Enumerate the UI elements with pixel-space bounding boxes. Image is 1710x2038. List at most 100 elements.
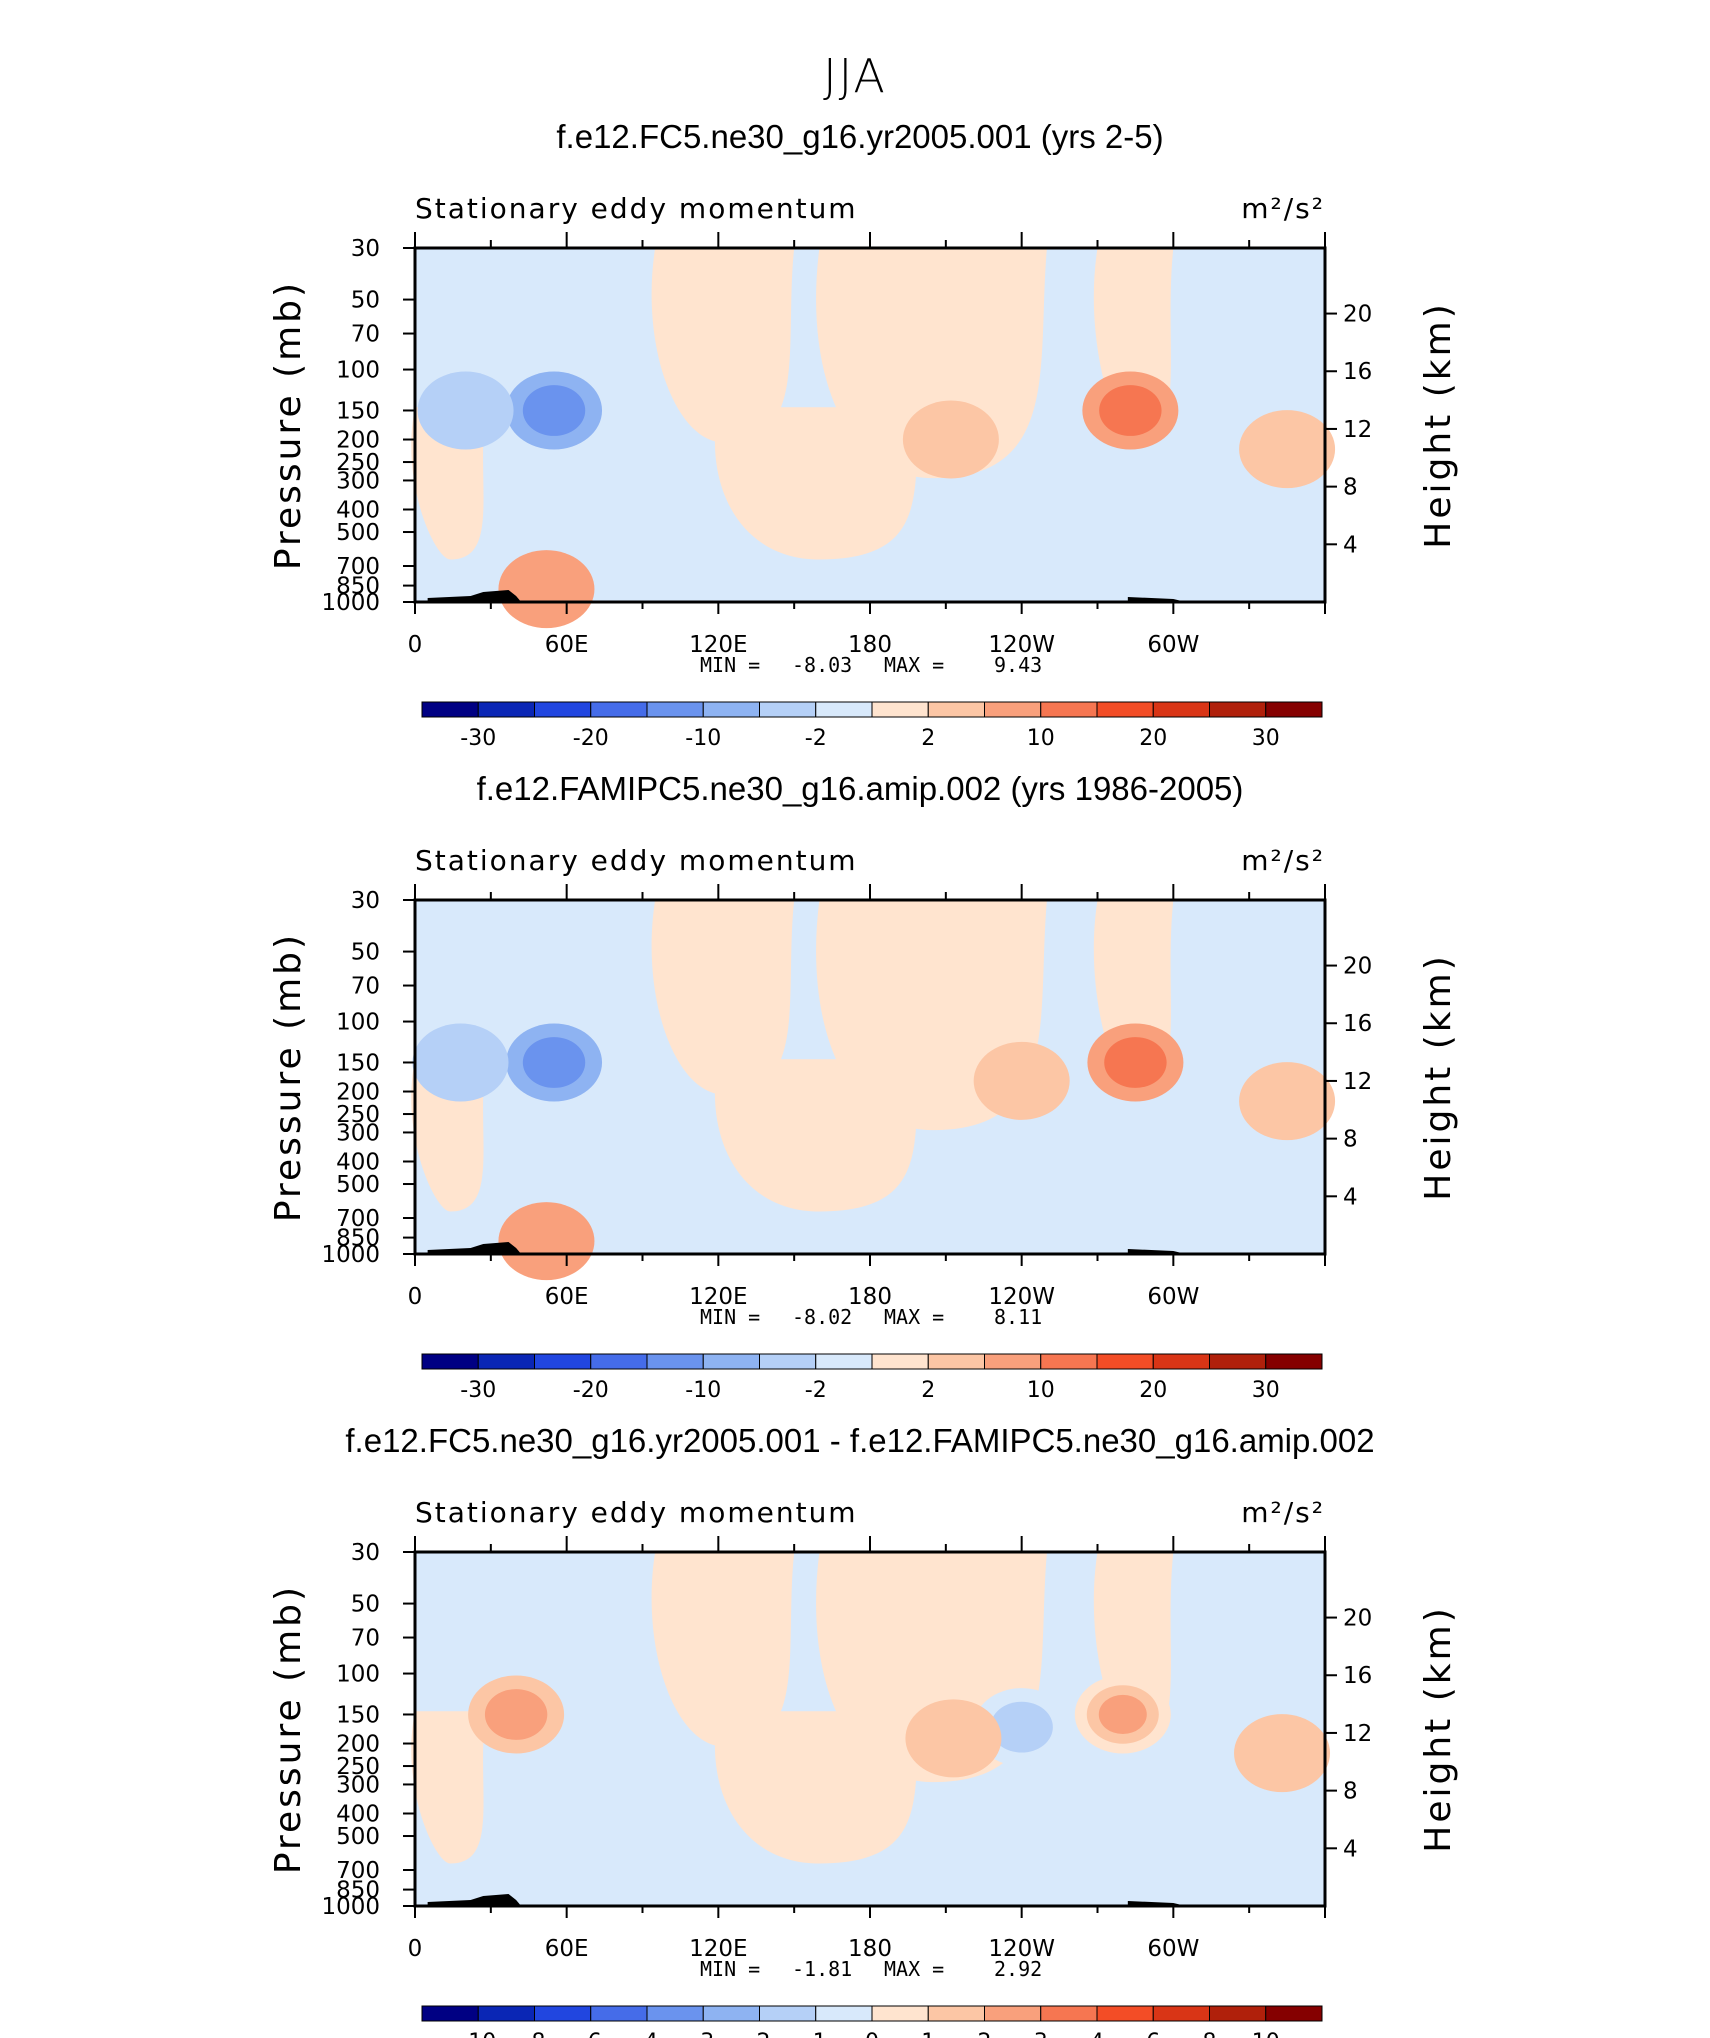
colorbar-swatch (1096, 1353, 1154, 1370)
height-tick-label: 20 (1343, 954, 1372, 980)
y-tick-label: 200 (336, 1732, 380, 1758)
colorbar-swatch (477, 701, 535, 718)
y-tick-label: 300 (336, 468, 380, 494)
max-value: 9.43 (994, 653, 1042, 677)
colorbar-swatch (421, 701, 479, 718)
x-tick-label: 60W (1147, 1284, 1199, 1310)
colorbar-tick-label: 10 (1027, 1378, 1055, 1403)
positive-region (651, 1552, 795, 1747)
y-tick-label: 200 (336, 428, 380, 454)
y-tick-label: 400 (336, 1149, 380, 1175)
colorbar-tick-label: 3 (1034, 2030, 1048, 2038)
negative-contour (522, 1037, 586, 1088)
colorbar-tick-label: -10 (460, 2030, 496, 2038)
colorbar-tick-label: 20 (1139, 1378, 1167, 1403)
chart-panel-3: f.e12.FC5.ne30_g16.yr2005.001 - f.e12.FA… (268, 1422, 1459, 2038)
positive-contour (1099, 385, 1162, 436)
y-tick-label: 850 (336, 574, 380, 600)
max-label: MAX = (884, 1305, 944, 1329)
y-tick-label: 150 (336, 398, 380, 424)
height-tick-label: 12 (1343, 1069, 1372, 1095)
colorbar-tick-label: 10 (1252, 2030, 1280, 2038)
colorbar-tick-label: 2 (921, 726, 935, 751)
colorbar-swatch (477, 1353, 535, 1370)
colorbar-tick-label: -2 (749, 2030, 771, 2038)
max-value: 2.92 (994, 1957, 1042, 1981)
y-tick-label: 100 (336, 1662, 380, 1688)
y-tick-label: 70 (351, 974, 380, 1000)
y-tick-label: 30 (351, 1540, 380, 1566)
colorbar-tick-label: -10 (685, 1378, 721, 1403)
panel-title: f.e12.FC5.ne30_g16.yr2005.001 - f.e12.FA… (345, 1422, 1374, 1459)
positive-region (651, 900, 795, 1095)
min-label: MIN = (700, 1305, 760, 1329)
height-tick-label: 20 (1343, 1606, 1372, 1632)
colorbar-swatch (815, 1353, 873, 1370)
positive-contour (1239, 410, 1336, 489)
colorbar-swatch (1265, 2005, 1323, 2022)
colorbar-swatch (1040, 701, 1098, 718)
colorbar-tick-label: -4 (636, 2030, 658, 2038)
y-tick-label: 1000 (321, 1894, 380, 1920)
y-tick-label: 150 (336, 1050, 380, 1076)
y-axis-title: Pressure (mb) (268, 280, 309, 570)
positive-contour (1234, 1714, 1331, 1793)
min-label: MIN = (700, 1957, 760, 1981)
x-tick-label: 180 (848, 1936, 892, 1962)
y-tick-label: 400 (336, 497, 380, 523)
positive-region (411, 1711, 486, 1864)
positive-contour (1098, 1694, 1147, 1735)
x-tick-label: 0 (408, 1284, 423, 1310)
chart-panel-2: f.e12.FAMIPC5.ne30_g16.amip.002 (yrs 198… (268, 770, 1459, 1403)
colorbar-swatch (534, 2005, 592, 2022)
colorbar-tick-label: 0 (865, 2030, 879, 2038)
y-tick-label: 250 (336, 450, 380, 476)
height-tick-label: 8 (1343, 1127, 1358, 1153)
min-value: -1.81 (792, 1957, 852, 1981)
y-tick-label: 300 (336, 1120, 380, 1146)
colorbar-swatch (421, 1353, 479, 1370)
y-axis-right-title: Height (km) (1418, 953, 1459, 1200)
positive-contour (973, 1041, 1070, 1120)
y-tick-label: 70 (351, 1626, 380, 1652)
max-value: 8.11 (994, 1305, 1042, 1329)
y-tick-label: 200 (336, 1080, 380, 1106)
height-tick-label: 4 (1343, 1184, 1358, 1210)
height-tick-label: 20 (1343, 302, 1372, 328)
y-tick-label: 100 (336, 358, 380, 384)
colorbar-tick-label: 6 (1146, 2030, 1160, 2038)
colorbar-swatch (590, 2005, 648, 2022)
x-tick-label: 60E (545, 1284, 589, 1310)
x-tick-label: 60E (545, 632, 589, 658)
chart-panel-1: f.e12.FC5.ne30_g16.yr2005.001 (yrs 2-5) S… (268, 118, 1459, 751)
colorbar-swatch (984, 701, 1042, 718)
colorbar-tick-label: 1 (921, 2030, 935, 2038)
height-tick-label: 16 (1343, 1011, 1372, 1037)
panel-units-label: m²/s² (1241, 844, 1325, 877)
colorbar-tick-label: 2 (921, 1378, 935, 1403)
colorbar-swatch (702, 1353, 760, 1370)
colorbar-swatch (759, 1353, 817, 1370)
colorbar-swatch (702, 701, 760, 718)
colorbar-swatch (477, 2005, 535, 2022)
height-tick-label: 8 (1343, 1779, 1358, 1805)
colorbar-tick-label: -1 (805, 2030, 827, 2038)
colorbar-tick-label: 30 (1252, 1378, 1280, 1403)
colorbar-tick-label: 2 (978, 2030, 992, 2038)
colorbar-tick-label: -20 (573, 1378, 609, 1403)
colorbar-swatch (871, 1353, 929, 1370)
colorbar-tick-label: -30 (460, 726, 496, 751)
x-tick-label: 120W (988, 632, 1055, 658)
y-axis-title: Pressure (mb) (268, 1584, 309, 1874)
colorbar-tick-label: -30 (460, 1378, 496, 1403)
colorbar-swatch (927, 701, 985, 718)
height-tick-label: 4 (1343, 532, 1358, 558)
positive-contour (1104, 1037, 1167, 1088)
y-tick-label: 30 (351, 888, 380, 914)
y-tick-label: 700 (336, 1858, 380, 1884)
x-tick-label: 60W (1147, 1936, 1199, 1962)
colorbar-swatch (815, 701, 873, 718)
y-tick-label: 100 (336, 1010, 380, 1036)
positive-region (714, 1711, 921, 1864)
